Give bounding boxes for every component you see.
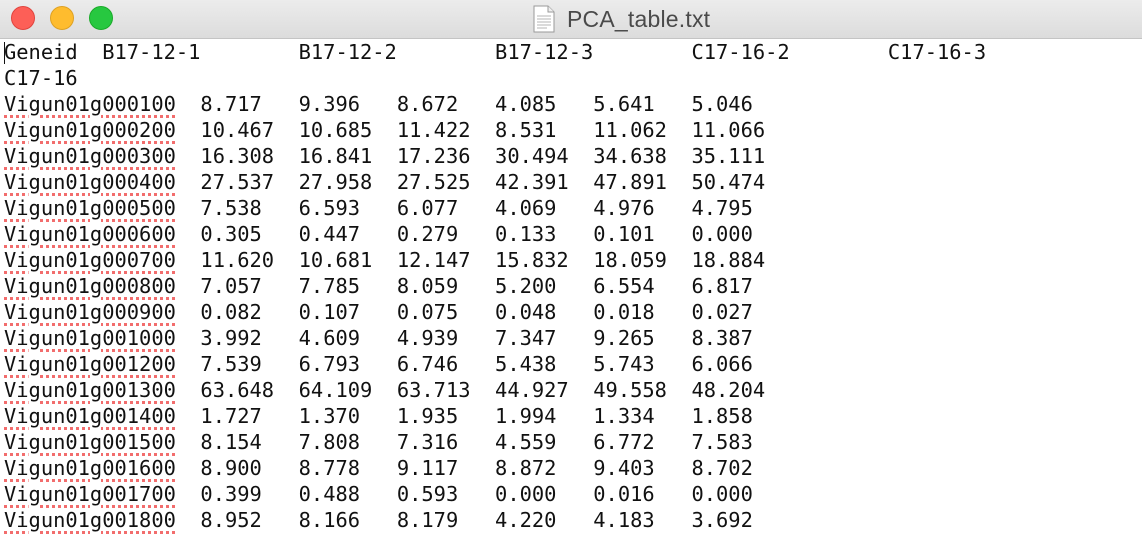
gene-id-misspelled: Vigun01g000300 (4, 144, 176, 168)
text-line: Vigun01g001700 0.399 0.488 0.593 0.000 0… (4, 482, 753, 506)
window-title-group: PCA_table.txt (533, 4, 710, 34)
zoom-window-button[interactable] (89, 6, 113, 30)
gene-id-misspelled: Vigun01g000700 (4, 248, 176, 272)
text-line: Vigun01g001500 8.154 7.808 7.316 4.559 6… (4, 430, 753, 454)
gene-id-misspelled: Vigun01g001400 (4, 404, 176, 428)
text-line: Vigun01g001800 8.952 8.166 8.179 4.220 4… (4, 508, 753, 532)
text-line: Vigun01g001400 1.727 1.370 1.935 1.994 1… (4, 404, 753, 428)
close-window-button[interactable] (11, 6, 35, 30)
gene-id-misspelled: Vigun01g001000 (4, 326, 176, 350)
gene-id-misspelled: Vigun01g000900 (4, 300, 176, 324)
text-line: C17-16 (4, 66, 78, 90)
text-cursor (4, 42, 5, 64)
gene-id-misspelled: Vigun01g000400 (4, 170, 176, 194)
text-line: Vigun01g000700 11.620 10.681 12.147 15.8… (4, 248, 766, 272)
text-line: Vigun01g001600 8.900 8.778 9.117 8.872 9… (4, 456, 753, 480)
gene-id-misspelled: Vigun01g001700 (4, 482, 176, 506)
text-line: Vigun01g001000 3.992 4.609 4.939 7.347 9… (4, 326, 753, 350)
text-line: Vigun01g000400 27.537 27.958 27.525 42.3… (4, 170, 766, 194)
gene-id-misspelled: Vigun01g001200 (4, 352, 176, 376)
title-bar[interactable]: PCA_table.txt (0, 0, 1142, 39)
gene-id-misspelled: Vigun01g001500 (4, 430, 176, 454)
text-line: Vigun01g000900 0.082 0.107 0.075 0.048 0… (4, 300, 753, 324)
gene-id-misspelled: Vigun01g000800 (4, 274, 176, 298)
window-title: PCA_table.txt (567, 5, 711, 32)
text-line: Vigun01g000300 16.308 16.841 17.236 30.4… (4, 144, 766, 168)
text-line: Vigun01g000200 10.467 10.685 11.422 8.53… (4, 118, 766, 142)
gene-id-misspelled: Vigun01g000200 (4, 118, 176, 142)
gene-id-misspelled: Vigun01g000500 (4, 196, 176, 220)
text-line: Vigun01g000600 0.305 0.447 0.279 0.133 0… (4, 222, 753, 246)
minimize-window-button[interactable] (50, 6, 74, 30)
gene-id-misspelled: Vigun01g000600 (4, 222, 176, 246)
text-line: Vigun01g000800 7.057 7.785 8.059 5.200 6… (4, 274, 753, 298)
text-line: Vigun01g000100 8.717 9.396 8.672 4.085 5… (4, 92, 753, 116)
text-editor-content[interactable]: Geneid B17-12-1 B17-12-2 B17-12-3 C17-16… (0, 39, 1142, 548)
header-line: Geneid B17-12-1 B17-12-2 B17-12-3 C17-16… (4, 40, 987, 64)
gene-id-misspelled: Vigun01g001300 (4, 378, 176, 402)
gene-id-misspelled: Vigun01g001600 (4, 456, 176, 480)
text-line: Vigun01g001300 63.648 64.109 63.713 44.9… (4, 378, 766, 402)
text-document-icon (533, 5, 555, 33)
gene-id-misspelled: Vigun01g001800 (4, 508, 176, 532)
text-line: Vigun01g000500 7.538 6.593 6.077 4.069 4… (4, 196, 753, 220)
text-line: Vigun01g001200 7.539 6.793 6.746 5.438 5… (4, 352, 753, 376)
gene-id-misspelled: Vigun01g000100 (4, 92, 176, 116)
